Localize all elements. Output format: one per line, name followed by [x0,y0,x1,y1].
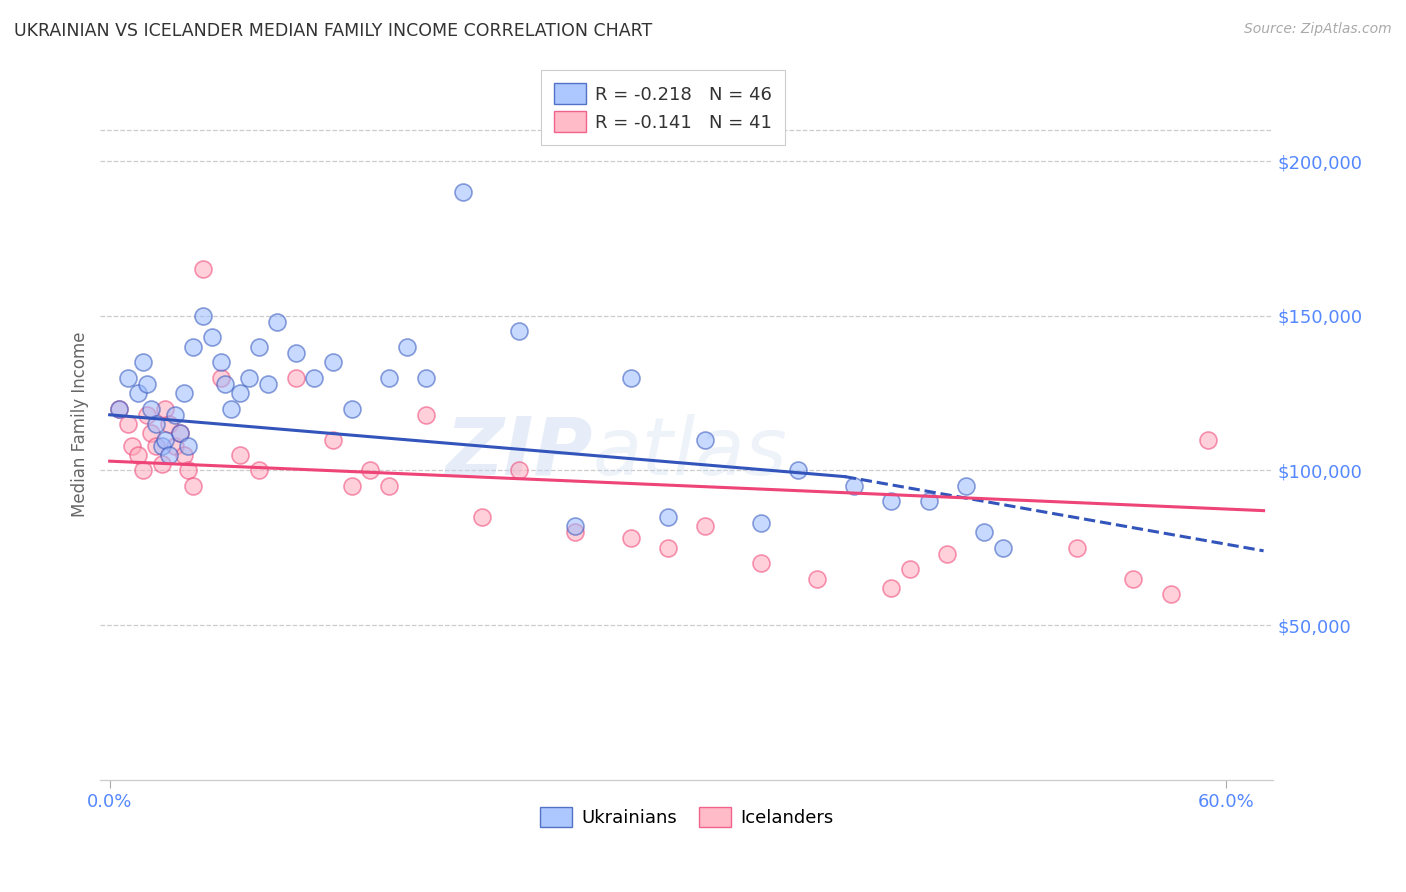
Point [657,509,679,524]
Point [620,532,643,546]
Point [471,509,494,524]
Text: ZIP: ZIP [446,414,593,491]
Point [304,370,326,384]
Point [157,417,180,431]
Text: atlas: atlas [593,414,787,491]
Point [917,494,939,508]
Point [787,463,810,477]
Y-axis label: Median Family Income: Median Family Income [72,331,89,516]
Point [1197,433,1219,447]
Point [898,562,921,576]
Point [191,262,214,277]
Point [378,479,401,493]
Point [453,185,475,199]
Point [695,433,717,447]
Point [657,541,679,555]
Point [973,525,995,540]
Point [127,386,149,401]
Point [121,439,143,453]
Point [177,463,200,477]
Point [340,401,363,416]
Point [173,448,195,462]
Point [173,386,195,401]
Point [135,376,157,391]
Point [209,370,232,384]
Point [150,457,173,471]
Point [806,572,828,586]
Point [396,340,419,354]
Point [247,463,270,477]
Point [139,426,162,441]
Point [132,355,155,369]
Text: UKRAINIAN VS ICELANDER MEDIAN FAMILY INCOME CORRELATION CHART: UKRAINIAN VS ICELANDER MEDIAN FAMILY INC… [14,22,652,40]
Point [108,401,131,416]
Point [266,315,288,329]
Point [1066,541,1088,555]
Point [219,401,242,416]
Point [880,581,903,595]
Point [214,376,236,391]
Point [135,408,157,422]
Point [132,463,155,477]
Point [150,439,173,453]
Point [247,340,270,354]
Point [157,448,180,462]
Point [284,370,307,384]
Point [155,401,177,416]
Point [229,448,252,462]
Point [191,309,214,323]
Point [322,355,344,369]
Point [229,386,252,401]
Point [359,463,381,477]
Point [169,426,191,441]
Point [108,401,131,416]
Point [117,417,139,431]
Point [139,401,162,416]
Point [169,426,191,441]
Point [620,370,643,384]
Point [415,370,437,384]
Point [378,370,401,384]
Point [991,541,1014,555]
Point [201,330,224,344]
Point [322,433,344,447]
Point [127,448,149,462]
Point [145,417,167,431]
Point [163,439,186,453]
Legend: Ukrainians, Icelanders: Ukrainians, Icelanders [533,799,841,835]
Point [749,556,772,570]
Point [163,408,186,422]
Point [415,408,437,422]
Point [955,479,977,493]
Point [508,324,530,338]
Point [749,516,772,530]
Point [1122,572,1144,586]
Point [508,463,530,477]
Point [564,519,586,533]
Point [695,519,717,533]
Point [155,433,177,447]
Point [880,494,903,508]
Point [340,479,363,493]
Point [117,370,139,384]
Point [209,355,232,369]
Point [564,525,586,540]
Point [238,370,260,384]
Point [936,547,959,561]
Point [1160,587,1182,601]
Point [284,346,307,360]
Point [183,340,205,354]
Point [145,439,167,453]
Point [257,376,280,391]
Point [842,479,865,493]
Point [177,439,200,453]
Text: Source: ZipAtlas.com: Source: ZipAtlas.com [1244,22,1392,37]
Point [183,479,205,493]
